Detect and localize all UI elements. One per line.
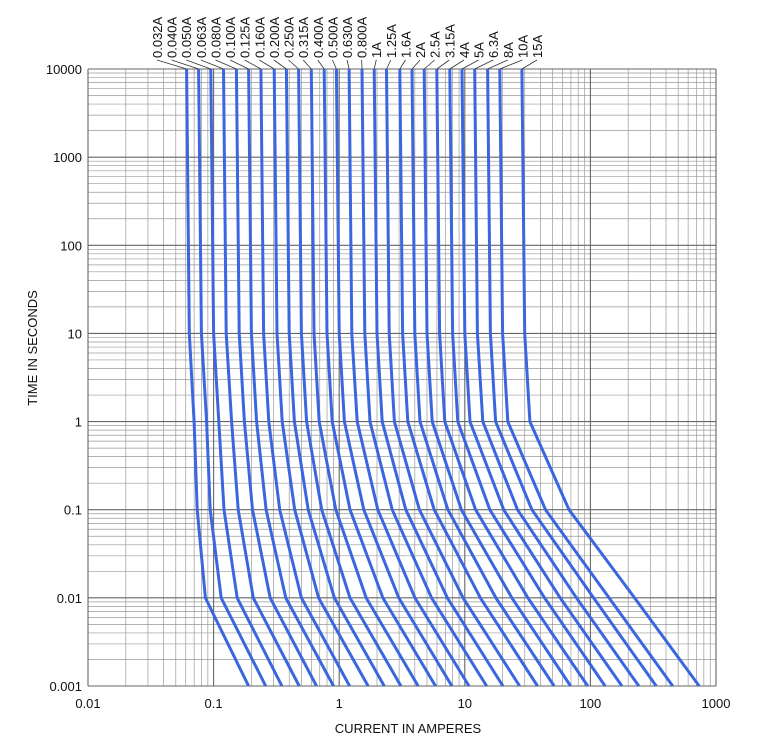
series-label: 3.15A (442, 24, 457, 58)
curve (284, 68, 386, 687)
x-tick-label: 0.1 (205, 696, 223, 711)
x-tick-label: 1 (336, 696, 343, 711)
curve (322, 68, 437, 687)
leader-line (461, 59, 479, 70)
curve (234, 68, 318, 687)
leader-line (499, 59, 523, 70)
leader-line (259, 59, 275, 70)
leader-line (215, 59, 237, 70)
curve (448, 68, 607, 687)
series-label: 0.800A (355, 16, 370, 58)
y-tick-label: 0.1 (64, 503, 82, 518)
leader-line (411, 59, 421, 70)
leader-line (346, 59, 350, 70)
curve (309, 68, 420, 687)
y-tick-label: 1 (75, 415, 82, 430)
x-tick-label: 0.01 (75, 696, 100, 711)
series-label: 10A (515, 35, 530, 58)
series-label: 6.3A (486, 31, 501, 58)
curve (272, 68, 370, 687)
leader-line (521, 59, 538, 70)
leader-line (229, 59, 249, 70)
curve (486, 68, 658, 687)
series-label: 0.032A (150, 16, 165, 58)
leader-line (332, 59, 337, 70)
curve (498, 68, 674, 687)
leader-line (436, 59, 450, 70)
series-label: 2A (413, 42, 428, 58)
curve (435, 68, 589, 687)
curve (398, 68, 539, 687)
y-tick-label: 0.01 (57, 591, 82, 606)
curve (360, 68, 488, 687)
leader-line (474, 59, 494, 70)
series-label: 2.5A (428, 31, 443, 58)
y-tick-label: 10000 (46, 62, 82, 77)
leader-line (487, 59, 508, 70)
curve (209, 68, 284, 687)
series-label: 1A (369, 42, 384, 58)
x-axis-label: CURRENT IN AMPERES (335, 721, 482, 736)
series-label: 0.400A (311, 16, 326, 58)
y-tick-label: 100 (60, 238, 82, 253)
x-tick-label: 10 (458, 696, 472, 711)
curve (473, 68, 641, 687)
curve (347, 68, 471, 687)
curve (247, 68, 335, 687)
series-label: 4A (457, 42, 472, 58)
series-label: 8A (501, 42, 516, 58)
series-label: 0.050A (179, 16, 194, 58)
series-label: 0.250A (282, 16, 297, 58)
leader-line (423, 59, 435, 70)
series-label: 5A (472, 42, 487, 58)
series-label: 0.080A (208, 16, 223, 58)
curve (334, 68, 454, 687)
series-label: 1.25A (384, 24, 399, 58)
leader-line (186, 59, 211, 70)
x-tick-label: 100 (580, 696, 602, 711)
leader-line (449, 59, 465, 70)
curve (259, 68, 351, 687)
series-label: 0.040A (165, 16, 180, 58)
curve (297, 68, 403, 687)
y-tick-label: 10 (68, 326, 82, 341)
curve (197, 68, 268, 687)
series-label: 0.315A (296, 16, 311, 58)
curve (222, 68, 301, 687)
leader-line (317, 59, 325, 70)
y-tick-label: 1000 (53, 150, 82, 165)
curve (460, 68, 624, 687)
curve (385, 68, 521, 687)
series-label: 0.200A (267, 16, 282, 58)
curve (520, 68, 701, 687)
leader-line (171, 59, 199, 70)
curve (185, 68, 250, 687)
y-axis-label: TIME IN SECONDS (25, 290, 40, 406)
leader-line (386, 59, 392, 70)
series-label: 0.160A (252, 16, 267, 58)
series-label: 0.100A (223, 16, 238, 58)
leader-line (273, 59, 287, 70)
leader-line (302, 59, 312, 70)
series-label: 0.630A (340, 16, 355, 58)
series-label: 1.6A (398, 31, 413, 58)
y-tick-label: 0.001 (49, 679, 82, 694)
leader-line (200, 59, 224, 70)
leader-line (288, 59, 299, 70)
series-label: 15A (530, 35, 545, 58)
series-label: 0.500A (325, 16, 340, 58)
curve (410, 68, 556, 687)
series-label: 0.125A (238, 16, 253, 58)
curve (372, 68, 505, 687)
curve (422, 68, 572, 687)
x-tick-label: 1000 (702, 696, 731, 711)
leader-line (399, 59, 406, 70)
leader-line (244, 59, 262, 70)
leader-line (156, 59, 187, 70)
series-label: 0.063A (194, 16, 209, 58)
leader-line (373, 59, 377, 70)
